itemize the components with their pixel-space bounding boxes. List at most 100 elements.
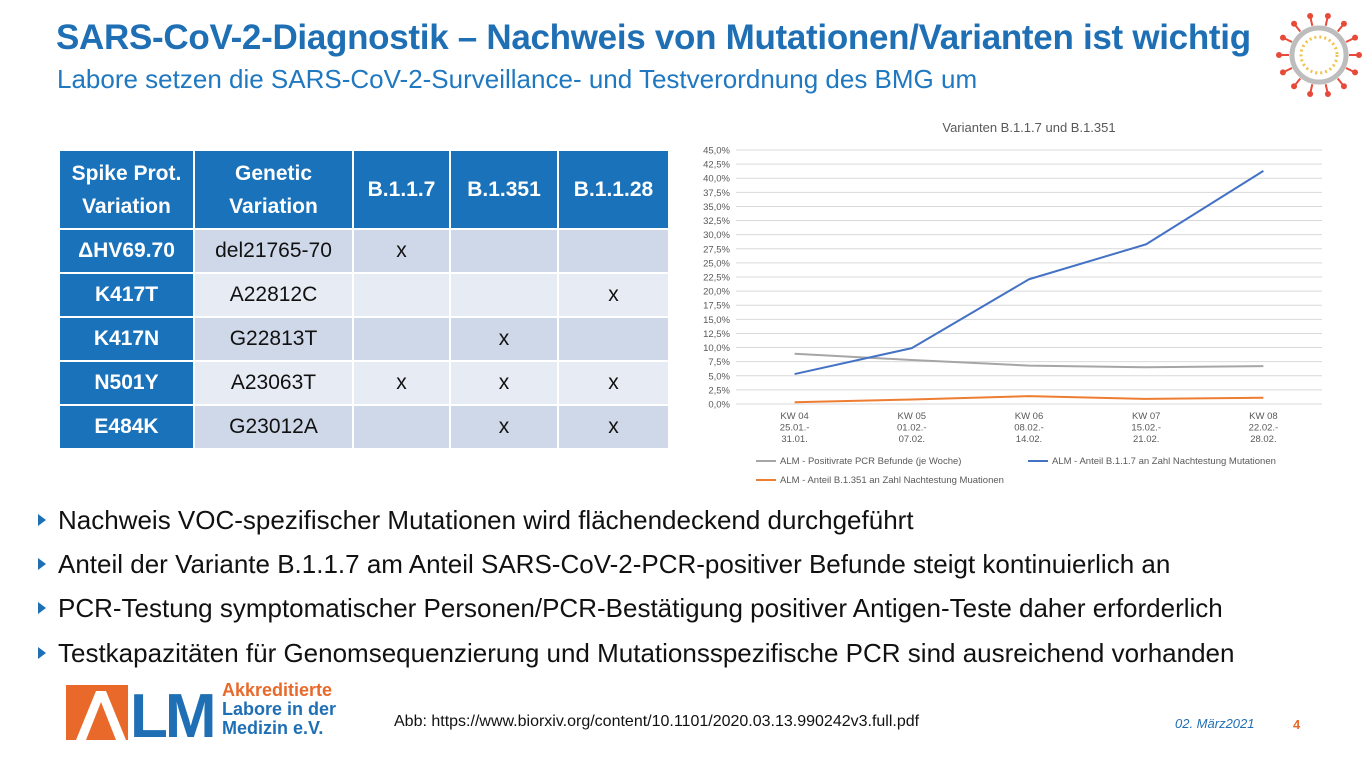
y-tick-label: 22,5%	[703, 273, 730, 284]
legend-label: ALM - Positivrate PCR Befunde (je Woche)	[780, 456, 961, 467]
chart-title: Varianten B.1.1.7 und B.1.351	[942, 120, 1115, 135]
y-tick-label: 2,5%	[708, 385, 730, 396]
variant-line-chart: Varianten B.1.1.7 und B.1.351 0,0% 2,5% 5,0…	[703, 120, 1322, 486]
y-tick-label: 15,0%	[703, 315, 730, 326]
bullet-text: Nachweis VOC-spezifischer Mutationen wir…	[58, 504, 914, 535]
cell-genetic: A22812C	[193, 272, 354, 318]
bullet-text: Testkapazitäten für Genomsequenzierung u…	[58, 637, 1235, 668]
header-b1351: B.1.351	[449, 149, 559, 230]
y-tick-label: 27,5%	[703, 244, 730, 255]
x-tick-label: 21.02.	[1133, 434, 1159, 445]
logo-line-3: Medizin e.V.	[222, 718, 324, 738]
table-row: K417N G22813T x	[58, 316, 670, 362]
cell-b1128	[557, 316, 670, 362]
cell-b1351	[449, 228, 559, 274]
cell-spike: K417N	[58, 316, 195, 362]
cell-b1351	[449, 272, 559, 318]
y-tick-label: 32,5%	[703, 216, 730, 227]
x-tick-label: KW 06	[1015, 411, 1044, 422]
x-tick-label: KW 04	[780, 411, 809, 422]
x-tick-label: KW 07	[1132, 411, 1161, 422]
y-tick-label: 0,0%	[708, 400, 730, 411]
cell-spike: K417T	[58, 272, 195, 318]
y-tick-label: 45,0%	[703, 146, 730, 157]
cell-spike: ΔHV69.70	[58, 228, 195, 274]
cell-b117: x	[352, 360, 451, 406]
cell-b117	[352, 272, 451, 318]
alm-logo: LM Akkreditierte Labore in der Medizin e…	[66, 681, 366, 741]
legend-label: ALM - Anteil B.1.351 an Zahl Nachtestung…	[780, 475, 1004, 486]
x-tick-label: 14.02.	[1016, 434, 1042, 445]
cell-b1351: x	[449, 404, 559, 450]
bullet-item: Anteil der Variante B.1.1.7 am Anteil SA…	[34, 544, 1170, 584]
table-row: ΔHV69.70 del21765-70 x	[58, 228, 670, 274]
cell-b117	[352, 404, 451, 450]
mutation-table: Spike Prot. Variation Genetic Variation …	[58, 149, 670, 450]
y-tick-label: 37,5%	[703, 188, 730, 199]
cell-b117: x	[352, 228, 451, 274]
x-tick-label: 22.02.-	[1249, 423, 1279, 434]
y-tick-label: 30,0%	[703, 230, 730, 241]
series-line	[794, 170, 1264, 376]
cell-spike: N501Y	[58, 360, 195, 406]
bullet-text: Anteil der Variante B.1.1.7 am Anteil SA…	[58, 548, 1171, 579]
y-tick-label: 17,5%	[703, 301, 730, 312]
cell-b117	[352, 316, 451, 362]
x-tick-label: 25.01.-	[780, 423, 810, 434]
bullet-item: Nachweis VOC-spezifischer Mutationen wir…	[34, 500, 914, 540]
bullet-arrow-icon	[38, 558, 46, 570]
header-spike: Spike Prot. Variation	[58, 149, 195, 230]
cell-b1128: x	[557, 360, 670, 406]
series-line	[794, 352, 1264, 369]
logo-wordmark: Akkreditierte Labore in der Medizin e.V.	[222, 681, 382, 738]
bullet-item: Testkapazitäten für Genomsequenzierung u…	[34, 633, 1234, 673]
y-tick-label: 20,0%	[703, 287, 730, 298]
cell-genetic: G23012A	[193, 404, 354, 450]
x-tick-label: KW 05	[898, 411, 927, 422]
header-b117: B.1.1.7	[352, 149, 451, 230]
logo-line-2: Labore in der	[222, 699, 337, 719]
y-tick-label: 5,0%	[708, 371, 730, 382]
x-tick-label: 15.02.-	[1131, 423, 1161, 434]
coronavirus-icon	[1276, 13, 1362, 97]
table-row: E484K G23012A x x	[58, 404, 670, 450]
cell-genetic: G22813T	[193, 316, 354, 362]
cell-genetic: del21765-70	[193, 228, 354, 274]
header-genetic: Genetic Variation	[193, 149, 354, 230]
y-tick-label: 12,5%	[703, 329, 730, 340]
page-number: 4	[1293, 717, 1301, 732]
cell-b1128	[557, 228, 670, 274]
y-tick-label: 42,5%	[703, 160, 730, 171]
x-tick-label: KW 08	[1249, 411, 1278, 422]
y-tick-label: 10,0%	[703, 343, 730, 354]
figure-source: Abb: https://www.biorxiv.org/content/10.…	[394, 713, 920, 730]
cell-b1351: x	[449, 360, 559, 406]
slide-subtitle: Labore setzen die SARS-CoV-2-Surveillanc…	[57, 64, 978, 94]
y-tick-label: 35,0%	[703, 202, 730, 213]
slide-title: SARS-CoV-2-Diagnostik – Nachweis von Mut…	[56, 18, 1251, 57]
alm-logo-mark: LM	[66, 685, 216, 740]
y-tick-label: 40,0%	[703, 174, 730, 185]
bullet-arrow-icon	[38, 647, 46, 659]
logo-mark-text: LM	[130, 685, 214, 740]
cell-genetic: A23063T	[193, 360, 354, 406]
x-tick-label: 01.02.-	[897, 423, 927, 434]
cell-b1351: x	[449, 316, 559, 362]
x-tick-label: 31.01.	[781, 434, 807, 445]
bullet-item: PCR-Testung symptomatischer Personen/PCR…	[34, 588, 1223, 628]
bullet-arrow-icon	[38, 514, 46, 526]
cell-b1128: x	[557, 404, 670, 450]
y-tick-label: 7,5%	[708, 357, 730, 368]
table-row: N501Y A23063T x x x	[58, 360, 670, 406]
y-tick-label: 25,0%	[703, 258, 730, 269]
x-tick-label: 28.02.	[1250, 434, 1276, 445]
cell-b1128: x	[557, 272, 670, 318]
cell-spike: E484K	[58, 404, 195, 450]
table-row: K417T A22812C x	[58, 272, 670, 318]
x-tick-label: 08.02.-	[1014, 423, 1044, 434]
x-tick-label: 07.02.	[899, 434, 925, 445]
slide-date: 02. März2021	[1175, 716, 1255, 731]
logo-line-1: Akkreditierte	[222, 680, 333, 700]
header-b1128: B.1.1.28	[557, 149, 670, 230]
bullet-arrow-icon	[38, 602, 46, 614]
